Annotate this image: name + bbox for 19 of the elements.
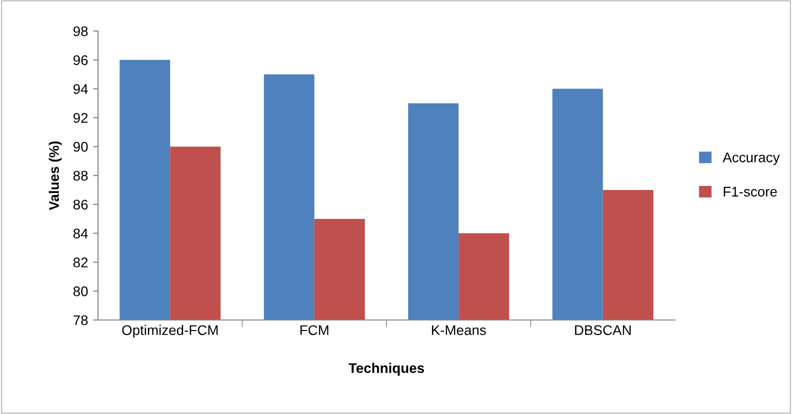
y-tick-label: 80	[73, 286, 88, 296]
y-tick-label: 92	[73, 113, 88, 123]
y-tick-label: 86	[73, 200, 88, 210]
y-axis-title: Values (%)	[48, 141, 62, 210]
x-tick-label: K-Means	[432, 325, 486, 336]
y-tick-label: 90	[73, 142, 88, 152]
x-tick-label: DBSCAN	[575, 325, 631, 336]
y-tick-label: 96	[73, 55, 88, 66]
y-tick-label: 98	[73, 26, 88, 36]
y-tick-label: 84	[73, 228, 88, 238]
x-axis-title: Techniques	[348, 362, 424, 376]
y-tick-label: 82	[73, 258, 88, 268]
y-tick-label: 94	[73, 84, 88, 94]
legend-label: F1-score	[724, 186, 777, 197]
x-tick-label: FCM	[300, 325, 328, 336]
y-tick-label: 78	[74, 315, 88, 326]
y-tick-label: 88	[73, 170, 88, 181]
legend-label: Accuracy	[722, 152, 780, 166]
x-tick-label: Optimized-FCM	[122, 324, 218, 338]
